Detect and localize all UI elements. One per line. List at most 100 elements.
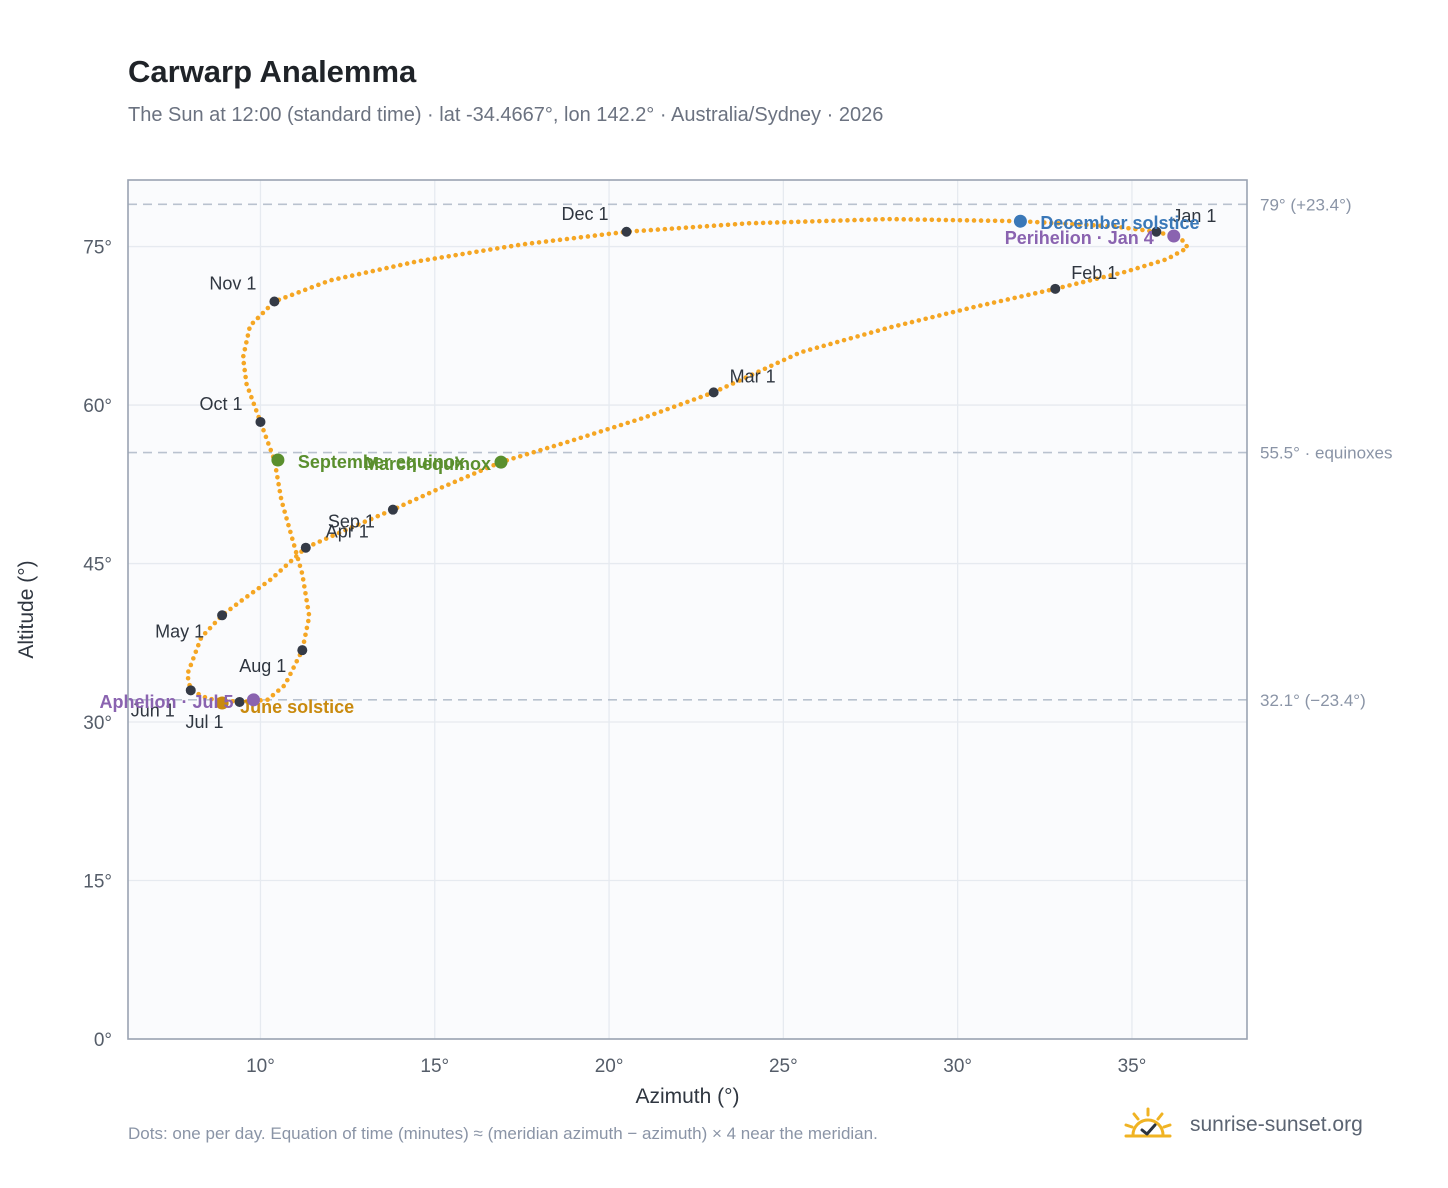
- sun-logo-icon: [1124, 1107, 1172, 1138]
- daily-sun-dot: [1019, 294, 1024, 299]
- daily-sun-dot: [801, 349, 806, 354]
- event-marker-dot: [494, 455, 508, 469]
- daily-sun-dot: [228, 606, 233, 612]
- daily-sun-dot: [244, 340, 249, 345]
- daily-sun-dot: [991, 300, 997, 305]
- daily-sun-dot: [1067, 283, 1072, 288]
- month-marker-label: Feb 1: [1071, 263, 1117, 283]
- daily-sun-dot: [704, 223, 710, 229]
- daily-sun-dot: [471, 471, 477, 476]
- daily-sun-dot: [491, 462, 496, 468]
- daily-sun-dot: [855, 334, 860, 339]
- daily-sun-dot: [831, 218, 836, 224]
- x-tick-label: 30°: [943, 1056, 972, 1077]
- daily-sun-dot: [887, 216, 892, 222]
- daily-sun-dot: [286, 522, 291, 528]
- brand[interactable]: sunrise-sunset.org: [1120, 1100, 1363, 1150]
- month-marker-dot: [255, 416, 266, 427]
- daily-sun-dot: [323, 536, 329, 541]
- daily-sun-dot: [678, 402, 684, 407]
- daily-sun-dot: [517, 453, 523, 459]
- x-tick-label: 10°: [246, 1056, 275, 1077]
- daily-sun-dot: [336, 530, 342, 536]
- daily-sun-dot: [246, 388, 252, 393]
- daily-sun-dot: [209, 696, 214, 702]
- daily-sun-dot: [683, 225, 689, 230]
- daily-sun-dot: [294, 658, 300, 664]
- daily-sun-dot: [233, 602, 239, 608]
- brand-name[interactable]: sunrise-sunset.org: [1190, 1113, 1363, 1136]
- month-marker-dot: [387, 504, 398, 515]
- y-tick-label: 45°: [83, 555, 112, 576]
- daily-sun-dot: [515, 242, 521, 248]
- daily-sun-dot: [1160, 231, 1166, 236]
- daily-sun-dot: [275, 474, 280, 480]
- daily-sun-dot: [263, 434, 269, 440]
- daily-sun-dot: [282, 509, 287, 514]
- daily-sun-dot: [930, 314, 935, 320]
- month-marker-label: Jan 1: [1172, 206, 1216, 226]
- daily-sun-dot: [769, 363, 774, 369]
- daily-sun-dot: [882, 326, 887, 332]
- daily-sun-dot: [984, 301, 990, 307]
- daily-sun-dot: [1063, 221, 1068, 227]
- daily-sun-dot: [1056, 221, 1061, 226]
- y-axis-label: Altitude (°): [15, 560, 38, 658]
- daily-sun-dot: [732, 221, 738, 227]
- daily-sun-dot: [908, 217, 914, 222]
- daily-sun-dot: [756, 369, 761, 374]
- daily-sun-dot: [276, 688, 281, 693]
- daily-sun-dot: [743, 375, 749, 380]
- daily-sun-dot: [901, 217, 907, 222]
- daily-sun-dot: [760, 220, 766, 226]
- daily-sun-dot: [1184, 243, 1189, 249]
- daily-sun-dot: [245, 333, 251, 338]
- daily-sun-dot: [557, 237, 563, 243]
- y-tick-label: 60°: [83, 396, 112, 417]
- daily-sun-dot: [397, 262, 403, 268]
- daily-sun-dot: [774, 220, 780, 225]
- daily-sun-dot: [625, 420, 631, 426]
- daily-sun-dot: [349, 524, 355, 530]
- footnote: Dots: one per day. Equation of time (min…: [128, 1124, 878, 1143]
- daily-sun-dot: [978, 303, 983, 308]
- daily-sun-dot: [690, 224, 696, 230]
- daily-sun-dot: [265, 305, 271, 311]
- daily-sun-dot: [370, 268, 376, 274]
- daily-sun-dot: [915, 217, 921, 222]
- month-marker-dot: [269, 296, 280, 307]
- daily-sun-dot: [375, 513, 381, 519]
- daily-sun-dot: [381, 511, 387, 516]
- daily-sun-dot: [1108, 273, 1113, 278]
- event-marker-dot: [1167, 229, 1181, 243]
- daily-sun-dot: [655, 227, 661, 232]
- daily-sun-dot: [971, 304, 976, 310]
- daily-sun-dot: [277, 488, 283, 494]
- daily-sun-dot: [276, 481, 281, 487]
- daily-sun-dot: [753, 220, 759, 226]
- daily-sun-dot: [207, 625, 213, 631]
- daily-sun-dot: [1119, 225, 1124, 230]
- daily-sun-dot: [985, 218, 991, 223]
- month-marker-dot: [1151, 226, 1162, 237]
- month-marker-label: Apr 1: [326, 522, 369, 542]
- daily-sun-dot: [239, 598, 244, 603]
- daily-sun-dot: [362, 519, 368, 525]
- daily-sun-dot: [1168, 254, 1174, 260]
- daily-sun-dot: [1147, 228, 1152, 234]
- daily-sun-dot: [356, 271, 362, 277]
- daily-sun-dot: [691, 397, 697, 402]
- daily-sun-dot: [1112, 224, 1117, 229]
- daily-sun-dot: [524, 451, 530, 457]
- daily-sun-dot: [880, 216, 885, 222]
- daily-sun-dot: [304, 597, 309, 603]
- daily-sun-dot: [648, 227, 654, 233]
- daily-sun-dot: [404, 261, 410, 266]
- daily-sun-dot: [923, 316, 928, 322]
- daily-sun-dot: [297, 563, 303, 569]
- daily-sun-dot: [1174, 251, 1180, 256]
- daily-sun-dot: [522, 241, 528, 247]
- daily-sun-dot: [645, 414, 651, 419]
